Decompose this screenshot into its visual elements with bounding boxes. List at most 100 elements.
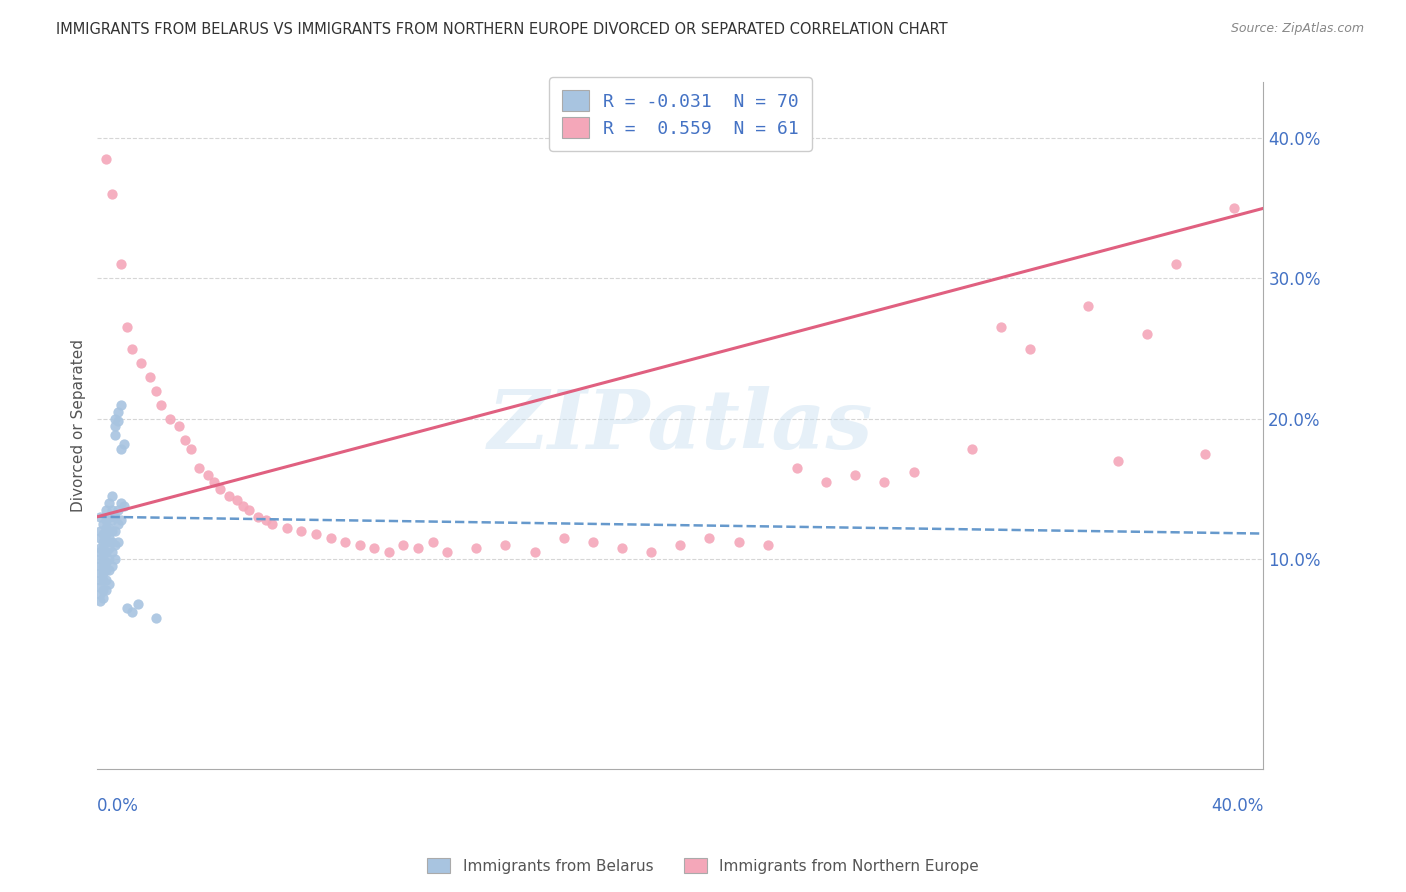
Point (101, 535, 124, 549)
Point (110, 257, 132, 271)
Point (173, 433, 195, 447)
Point (104, 418, 127, 433)
Point (104, 509, 127, 524)
Point (363, 541, 385, 555)
Point (94, 512, 117, 526)
Legend: Immigrants from Belarus, Immigrants from Northern Europe: Immigrants from Belarus, Immigrants from… (422, 852, 984, 880)
Point (436, 545, 458, 559)
Text: 0.0%: 0.0% (97, 797, 139, 814)
Point (523, 545, 546, 559)
Point (89, 558, 111, 573)
Point (167, 418, 190, 433)
Point (202, 475, 225, 489)
Point (127, 597, 149, 611)
Point (94, 521, 117, 535)
Point (89, 541, 111, 555)
Point (112, 437, 135, 451)
Point (98, 563, 121, 577)
Point (98, 521, 121, 535)
Point (349, 538, 371, 552)
Point (110, 442, 132, 457)
Point (582, 535, 605, 549)
Point (1223, 202, 1246, 216)
Point (378, 545, 401, 559)
Point (1019, 342, 1042, 356)
Point (465, 541, 488, 555)
Point (238, 502, 260, 516)
Point (91, 582, 114, 597)
Point (101, 187, 124, 202)
Point (553, 531, 575, 545)
Point (262, 516, 284, 531)
Point (91, 535, 114, 549)
Point (139, 369, 162, 384)
Point (98, 509, 121, 524)
Point (110, 398, 132, 412)
Point (699, 531, 721, 545)
Point (94, 563, 117, 577)
Point (101, 502, 124, 516)
Point (94, 582, 117, 597)
Point (91, 558, 114, 573)
Point (89, 566, 111, 580)
Point (610, 541, 633, 555)
Point (107, 414, 129, 428)
Point (232, 499, 254, 513)
Point (104, 524, 127, 538)
Point (422, 535, 444, 549)
Point (104, 538, 127, 552)
Point (101, 489, 124, 503)
Y-axis label: Divorced or Separated: Divorced or Separated (72, 339, 86, 512)
Text: IMMIGRANTS FROM BELARUS VS IMMIGRANTS FROM NORTHERN EUROPE DIVORCED OR SEPARATED: IMMIGRANTS FROM BELARUS VS IMMIGRANTS FR… (56, 22, 948, 37)
Point (305, 526, 328, 541)
Point (104, 411, 127, 425)
Point (159, 411, 181, 425)
Point (145, 610, 167, 624)
Point (91, 541, 114, 555)
Point (94, 545, 117, 559)
Point (756, 538, 779, 552)
Point (107, 535, 129, 549)
Point (844, 467, 866, 482)
Point (246, 509, 269, 524)
Point (121, 605, 143, 619)
Point (392, 538, 415, 552)
Point (1164, 257, 1187, 271)
Legend: R = -0.031  N = 70, R =  0.559  N = 61: R = -0.031 N = 70, R = 0.559 N = 61 (550, 78, 811, 151)
Point (727, 535, 749, 549)
Point (319, 531, 342, 545)
Point (254, 512, 277, 526)
Point (873, 475, 896, 489)
Point (129, 355, 152, 369)
Point (89, 580, 111, 594)
Point (494, 538, 516, 552)
Point (91, 566, 114, 580)
Point (98, 577, 121, 591)
Text: 40.0%: 40.0% (1211, 797, 1264, 814)
Point (197, 467, 219, 482)
Point (98, 541, 121, 555)
Point (91, 516, 114, 531)
Point (110, 512, 132, 526)
Point (226, 492, 249, 507)
Point (89, 524, 111, 538)
Point (91, 545, 114, 559)
Point (903, 465, 925, 479)
Point (89, 587, 111, 601)
Point (89, 531, 111, 545)
Point (786, 460, 808, 475)
Point (107, 502, 129, 516)
Point (333, 535, 356, 549)
Point (121, 342, 143, 356)
Point (94, 502, 117, 516)
Point (640, 545, 662, 559)
Point (1077, 300, 1099, 314)
Point (145, 384, 167, 398)
Point (815, 475, 838, 489)
Point (89, 509, 111, 524)
Point (188, 460, 211, 475)
Point (101, 545, 124, 559)
Point (104, 551, 127, 566)
Point (1107, 453, 1129, 467)
Point (91, 573, 114, 587)
